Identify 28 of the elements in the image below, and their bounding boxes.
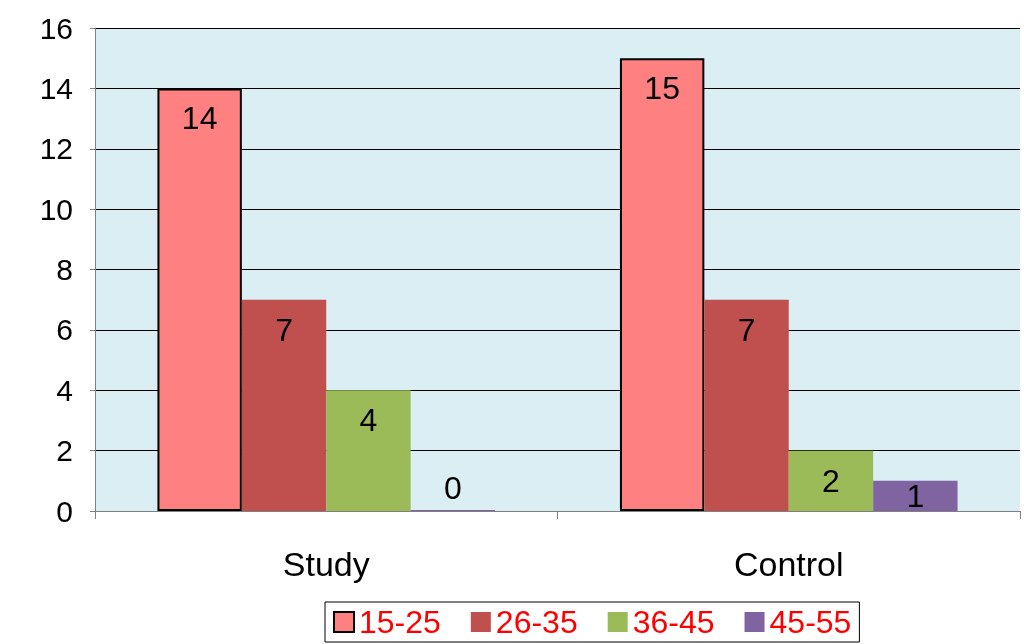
legend-label: 36-45 bbox=[632, 604, 715, 640]
data-label: 4 bbox=[359, 402, 378, 439]
data-label: 2 bbox=[822, 462, 840, 499]
bar bbox=[326, 390, 411, 511]
legend-label: 26-35 bbox=[495, 604, 578, 640]
y-tick-label: 10 bbox=[39, 192, 73, 226]
y-tick-label: 6 bbox=[56, 313, 73, 347]
data-label: 0 bbox=[443, 470, 462, 506]
y-tick-label: 8 bbox=[56, 253, 73, 286]
data-label: 15 bbox=[644, 70, 680, 107]
data-label: 1 bbox=[906, 477, 925, 514]
data-label: 7 bbox=[275, 311, 293, 348]
y-tick-label: 2 bbox=[56, 434, 73, 468]
x-tick-label: Study bbox=[282, 545, 370, 583]
legend-label: 15-25 bbox=[359, 604, 441, 640]
x-tick-label: Control bbox=[733, 545, 844, 583]
y-tick-label: 12 bbox=[39, 132, 73, 166]
y-tick-label: 14 bbox=[39, 71, 73, 105]
y-tick-label: 4 bbox=[56, 373, 73, 407]
bar bbox=[241, 299, 327, 511]
y-tick-label: 0 bbox=[56, 494, 73, 528]
data-label: 7 bbox=[737, 311, 756, 348]
bar bbox=[873, 480, 958, 511]
bar bbox=[704, 299, 789, 511]
legend-label: 45-55 bbox=[769, 604, 852, 640]
y-tick-label: 16 bbox=[39, 11, 73, 45]
data-label: 14 bbox=[181, 100, 218, 137]
bar bbox=[788, 450, 874, 511]
